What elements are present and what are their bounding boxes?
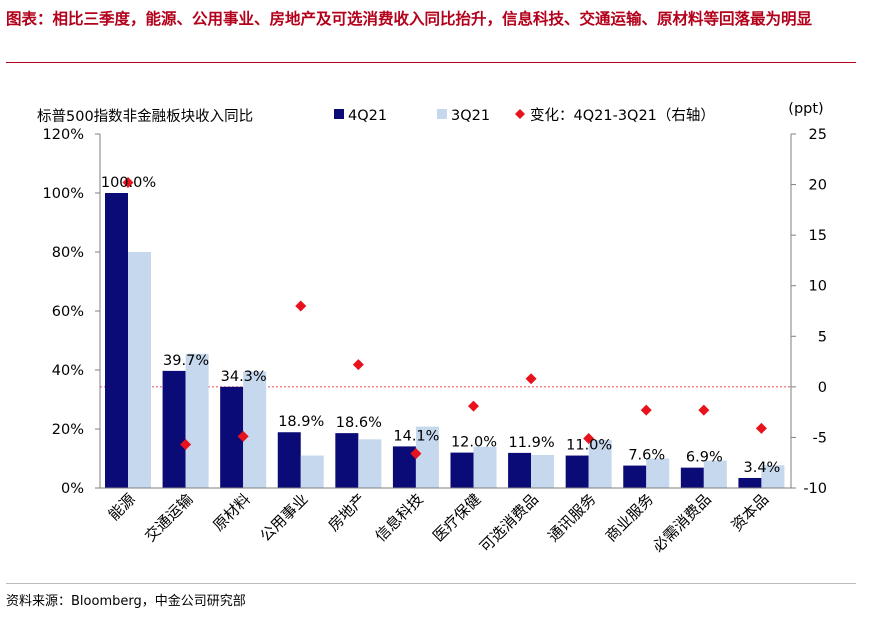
bar-3q21 — [646, 458, 670, 488]
right-tick-label: 15 — [809, 228, 827, 244]
left-tick-label: 100% — [43, 186, 84, 202]
bar-3q21 — [588, 439, 612, 488]
bar-4q21 — [162, 370, 186, 488]
title-divider — [6, 62, 856, 63]
left-tick-label: 80% — [52, 245, 84, 261]
bar-4q21 — [392, 446, 416, 488]
change-marker — [122, 177, 134, 189]
bar-4q21 — [508, 452, 532, 488]
category-label: 交通运输 — [141, 490, 196, 545]
footer-divider — [6, 583, 856, 584]
right-tick-label: 25 — [809, 127, 827, 143]
bar-3q21 — [243, 371, 267, 488]
bar-3q21 — [473, 446, 497, 488]
right-tick-label: 20 — [809, 178, 827, 194]
right-axis-unit: (ppt) — [788, 101, 823, 117]
right-tick-label: 10 — [809, 279, 827, 295]
data-label: 3.4% — [743, 460, 780, 476]
category-label: 原材料 — [209, 490, 254, 535]
data-label: 18.6% — [336, 415, 382, 431]
bar-3q21 — [415, 426, 439, 488]
bar-4q21 — [565, 455, 589, 488]
bar-3q21 — [703, 460, 727, 488]
legend-swatch-4q21 — [334, 109, 344, 119]
bar-4q21 — [277, 432, 301, 488]
chart-title: 标普500指数非金融板块收入同比 — [37, 107, 253, 125]
left-tick-label: 40% — [52, 363, 84, 379]
data-label: 6.9% — [686, 450, 723, 466]
change-marker — [352, 359, 364, 371]
category-label: 房地产 — [325, 490, 370, 535]
data-label: 11.0% — [566, 438, 612, 454]
data-label: 11.9% — [509, 435, 555, 451]
category-label: 公用事业 — [256, 490, 311, 545]
bar-4q21 — [220, 386, 244, 488]
right-tick-label: -10 — [803, 481, 827, 497]
legend: 4Q21 3Q21 变化：4Q21-3Q21（右轴） — [334, 107, 715, 124]
legend-label-change: 变化：4Q21-3Q21（右轴） — [530, 107, 715, 124]
bar-4q21 — [335, 433, 359, 488]
data-label: 12.0% — [451, 435, 497, 451]
legend-swatch-3q21 — [437, 109, 447, 119]
source-note: 资料来源：Bloomberg，中金公司研究部 — [6, 594, 246, 609]
legend-marker-change — [515, 109, 525, 119]
right-tick-label: 5 — [818, 329, 827, 345]
data-label: 39.7% — [163, 353, 209, 369]
bar-4q21 — [680, 467, 704, 488]
change-marker — [698, 404, 710, 416]
bar-3q21 — [761, 465, 785, 488]
left-tick-label: 120% — [43, 127, 84, 143]
chart-figure-title: 图表：相比三季度，能源、公用事业、房地产及可选消费收入同比抬升，信息科技、交通运… — [6, 10, 813, 28]
category-label: 医疗保健 — [429, 490, 484, 545]
bar-3q21 — [358, 439, 382, 488]
legend-label-4q21: 4Q21 — [348, 108, 387, 124]
bar-4q21 — [738, 477, 762, 488]
bar-3q21 — [531, 454, 555, 488]
category-label: 能源 — [105, 490, 139, 524]
bar-4q21 — [105, 193, 128, 488]
data-label: 34.3% — [221, 369, 267, 385]
bar-3q21 — [185, 353, 209, 488]
category-label: 通讯服务 — [544, 490, 599, 545]
left-tick-label: 60% — [52, 304, 84, 320]
data-label: 7.6% — [628, 448, 665, 464]
data-label: 18.9% — [278, 414, 324, 430]
right-tick-label: -5 — [813, 430, 827, 446]
left-tick-label: 0% — [61, 481, 84, 497]
bar-4q21 — [450, 452, 474, 488]
change-marker — [583, 432, 595, 444]
bar-3q21 — [128, 252, 151, 488]
category-label: 资本品 — [728, 490, 773, 535]
category-label: 必需消费品 — [649, 490, 715, 556]
data-label: 100.0% — [101, 175, 156, 191]
data-label: 14.1% — [393, 428, 439, 444]
change-marker — [640, 404, 652, 416]
bar-4q21 — [623, 465, 647, 488]
change-marker — [468, 400, 479, 412]
right-tick-label: 0 — [818, 380, 827, 396]
category-label: 商业服务 — [602, 490, 657, 545]
category-label: 可选消费品 — [476, 490, 542, 556]
change-marker — [755, 422, 767, 434]
bar-3q21 — [300, 455, 324, 488]
change-marker — [410, 448, 422, 460]
legend-label-3q21: 3Q21 — [451, 108, 490, 124]
left-tick-label: 20% — [52, 422, 84, 438]
change-marker — [295, 300, 307, 312]
category-label: 信息科技 — [372, 490, 427, 545]
change-marker — [237, 430, 249, 442]
change-marker — [180, 439, 192, 451]
change-marker — [525, 373, 537, 385]
